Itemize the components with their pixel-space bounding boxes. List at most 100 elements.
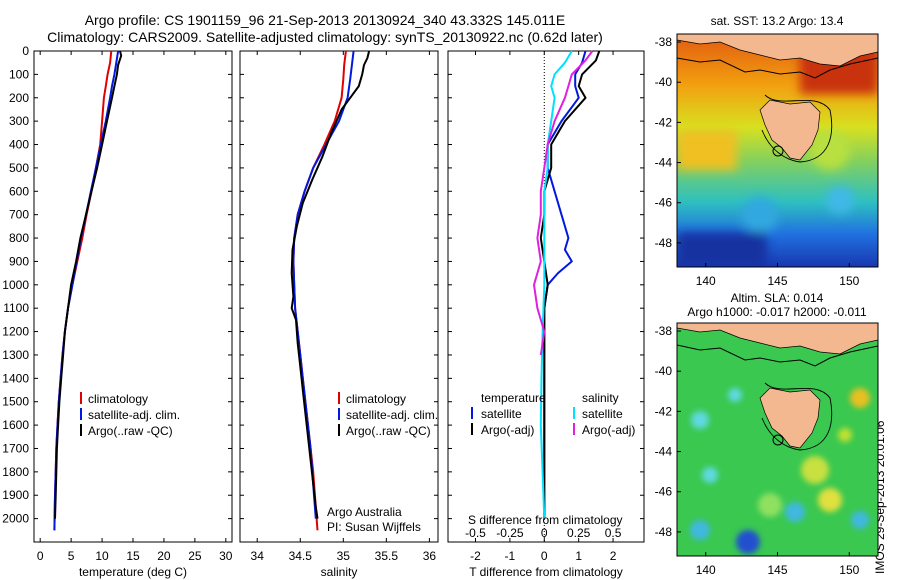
map-y-tick-label: -46 — [655, 485, 673, 499]
y-tick-label: 1600 — [2, 418, 29, 432]
legend-swatch-satellite — [338, 408, 340, 420]
legend-title-temperature: temperature — [481, 391, 546, 405]
legend-swatch-argo — [338, 424, 340, 436]
legend-label-satellite: satellite-adj. clim. — [346, 408, 438, 422]
y-tick-label: 200 — [9, 91, 29, 105]
series-line — [54, 50, 123, 519]
map-y-tick-label: -38 — [655, 35, 673, 49]
header-line-2: Climatology: CARS2009. Satellite-adjuste… — [47, 29, 603, 45]
x2-tick-label: 0.5 — [605, 526, 622, 540]
x-tick-label: 15 — [126, 549, 140, 563]
x-tick-label: -2 — [470, 549, 481, 563]
y-tick-label: 500 — [9, 161, 29, 175]
legend-swatch-s-argo — [573, 423, 575, 435]
series-line — [539, 50, 573, 519]
x-tick-label: 5 — [68, 549, 75, 563]
annotation-line-1: Argo Australia — [327, 505, 402, 519]
y-tick-label: 400 — [9, 138, 29, 152]
map-x-tick-label: 145 — [767, 563, 787, 577]
y-tick-label: 1200 — [2, 325, 29, 339]
series-line — [292, 50, 355, 519]
temperature-xlabel: temperature (deg C) — [79, 565, 187, 579]
x-tick-label: 1 — [575, 549, 582, 563]
figure-header: Argo profile: CS 1901159_96 21-Sep-2013 … — [0, 12, 650, 46]
y-tick-label: 100 — [9, 67, 29, 81]
x2-tick-label: 0.25 — [567, 526, 591, 540]
legend-swatch-argo — [80, 424, 82, 436]
x-tick-label: 0 — [37, 549, 44, 563]
temperature-legend: climatology satellite-adj. clim. Argo(..… — [80, 392, 180, 438]
x-tick-label: 20 — [157, 549, 171, 563]
y-tick-label: 2000 — [2, 512, 29, 526]
y-tick-label: 700 — [9, 208, 29, 222]
legend-title-salinity: salinity — [582, 391, 619, 405]
series-line — [533, 50, 594, 356]
x2-tick-label: -0.5 — [465, 526, 486, 540]
header-line-1: Argo profile: CS 1901159_96 21-Sep-2013 … — [84, 12, 566, 28]
legend-swatch-satellite — [80, 408, 82, 420]
map-y-tick-label: -40 — [655, 364, 673, 378]
x-tick-label: 10 — [95, 549, 109, 563]
map-x-tick-label: 150 — [839, 274, 859, 288]
difference-legend: temperature satellite Argo(-adj) salinit… — [468, 391, 635, 527]
x-tick-label: 30 — [219, 549, 233, 563]
map-y-tick-label: -38 — [655, 324, 673, 338]
x-tick-label: 35 — [337, 549, 351, 563]
x-tick-label: 35.5 — [375, 549, 399, 563]
y-tick-label: 300 — [9, 114, 29, 128]
y-tick-label: 800 — [9, 231, 29, 245]
map-y-tick-label: -44 — [655, 445, 673, 459]
legend-label-t-argo: Argo(-adj) — [481, 423, 534, 437]
map-y-tick-label: -44 — [655, 156, 673, 170]
map-x-tick-label: 140 — [696, 274, 716, 288]
y-tick-label: 1400 — [2, 371, 29, 385]
legend-swatch-t-satellite — [471, 407, 473, 419]
map-y-tick-label: -40 — [655, 75, 673, 89]
legend-label-argo: Argo(..raw -QC) — [88, 424, 173, 438]
sla-map-title: Altim. SLA: 0.014 — [731, 291, 824, 305]
legend-swatch-t-argo — [471, 423, 473, 435]
salinity-xlabel: salinity — [321, 565, 358, 579]
legend-label-s-satellite: satellite — [582, 407, 623, 421]
y-tick-label: 1800 — [2, 465, 29, 479]
legend-swatch-climatology — [338, 392, 340, 404]
legend-label-s-argo: Argo(-adj) — [582, 423, 635, 437]
map-x-tick-label: 150 — [839, 563, 859, 577]
map-y-tick-label: -46 — [655, 196, 673, 210]
legend-label-argo: Argo(..raw -QC) — [346, 424, 431, 438]
legend-label-t-satellite: satellite — [481, 407, 522, 421]
x-tick-label: 36 — [423, 549, 437, 563]
annotation-line-2: PI: Susan Wijffels — [327, 520, 421, 534]
x-tick-label: 0 — [541, 549, 548, 563]
s-difference-label: S difference from climatology — [468, 513, 623, 527]
legend-swatch-climatology — [80, 392, 82, 404]
series-line — [290, 50, 371, 519]
legend-label-satellite: satellite-adj. clim. — [88, 408, 180, 422]
salinity-axes — [239, 50, 439, 543]
map-y-tick-label: -48 — [655, 236, 673, 250]
temperature-axes — [33, 50, 233, 543]
x-tick-label: 34 — [251, 549, 265, 563]
sla-map-subtitle: Argo h1000: -0.017 h2000: -0.011 — [687, 305, 867, 319]
y-tick-label: 1700 — [2, 441, 29, 455]
y-tick-label: 1900 — [2, 488, 29, 502]
map-x-tick-label: 140 — [696, 563, 716, 577]
legend-label-climatology: climatology — [346, 392, 406, 406]
map-y-tick-label: -42 — [655, 404, 673, 418]
x-tick-label: 34.5 — [289, 549, 313, 563]
x2-tick-label: -0.25 — [496, 526, 524, 540]
legend-label-climatology: climatology — [88, 392, 148, 406]
map-x-tick-label: 145 — [767, 274, 787, 288]
map-y-tick-label: -48 — [655, 525, 673, 539]
sst-map — [677, 34, 878, 267]
y-tick-label: 0 — [22, 44, 29, 58]
x2-tick-label: 0 — [541, 526, 548, 540]
x-tick-label: -1 — [505, 549, 516, 563]
y-tick-label: 1000 — [2, 278, 29, 292]
sla-map — [677, 323, 878, 556]
y-tick-label: 1100 — [3, 301, 29, 315]
map-y-tick-label: -42 — [655, 115, 673, 129]
salinity-legend: climatology satellite-adj. clim. Argo(..… — [327, 392, 438, 534]
difference-xlabel: T difference from climatology — [469, 565, 623, 579]
